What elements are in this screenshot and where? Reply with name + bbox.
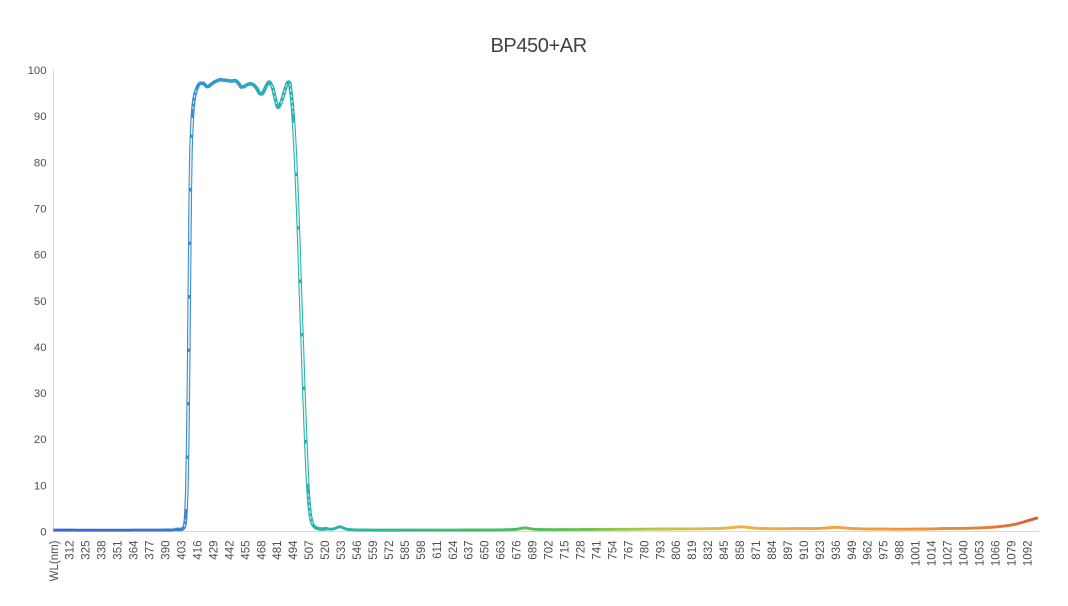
svg-text:403: 403 — [177, 541, 189, 560]
svg-text:429: 429 — [208, 541, 220, 560]
svg-text:1066: 1066 — [990, 541, 1002, 567]
svg-text:50: 50 — [34, 296, 47, 308]
svg-text:676: 676 — [512, 541, 524, 560]
svg-text:60: 60 — [34, 250, 47, 262]
svg-text:832: 832 — [703, 541, 715, 560]
svg-text:741: 741 — [591, 541, 603, 560]
svg-text:0: 0 — [40, 527, 46, 539]
svg-text:546: 546 — [352, 541, 364, 560]
svg-text:910: 910 — [799, 541, 811, 560]
svg-text:442: 442 — [224, 541, 236, 560]
svg-text:611: 611 — [432, 541, 444, 559]
svg-text:988: 988 — [895, 541, 907, 560]
svg-text:975: 975 — [879, 541, 891, 560]
svg-text:936: 936 — [831, 541, 843, 560]
svg-text:715: 715 — [560, 541, 572, 560]
svg-text:40: 40 — [34, 342, 47, 354]
svg-text:364: 364 — [129, 540, 141, 560]
svg-text:702: 702 — [544, 541, 556, 560]
svg-text:100: 100 — [28, 65, 47, 77]
svg-text:923: 923 — [815, 541, 827, 560]
svg-text:1040: 1040 — [959, 541, 971, 567]
svg-text:351: 351 — [113, 541, 125, 560]
svg-text:416: 416 — [192, 541, 204, 560]
svg-text:10: 10 — [34, 480, 47, 492]
svg-text:897: 897 — [783, 541, 795, 560]
svg-text:1092: 1092 — [1022, 541, 1034, 567]
svg-text:806: 806 — [671, 541, 683, 560]
svg-text:819: 819 — [687, 541, 699, 560]
svg-text:80: 80 — [34, 157, 47, 169]
svg-text:624: 624 — [448, 540, 460, 560]
svg-text:598: 598 — [416, 541, 428, 560]
svg-text:689: 689 — [528, 541, 540, 560]
svg-text:325: 325 — [81, 541, 93, 560]
svg-text:377: 377 — [145, 541, 157, 560]
svg-text:468: 468 — [256, 541, 268, 560]
svg-text:507: 507 — [304, 541, 316, 560]
svg-text:BP450+AR: BP450+AR — [490, 35, 586, 57]
svg-text:858: 858 — [735, 541, 747, 560]
svg-text:845: 845 — [719, 541, 731, 560]
svg-text:1027: 1027 — [943, 541, 955, 567]
svg-text:780: 780 — [639, 541, 651, 560]
svg-text:30: 30 — [34, 388, 47, 400]
svg-text:1053: 1053 — [975, 541, 987, 567]
svg-text:767: 767 — [623, 541, 635, 560]
svg-text:520: 520 — [320, 541, 332, 560]
svg-text:1001: 1001 — [911, 541, 923, 567]
svg-text:663: 663 — [496, 541, 508, 560]
svg-text:1079: 1079 — [1006, 541, 1018, 567]
svg-text:533: 533 — [336, 541, 348, 560]
svg-text:793: 793 — [655, 541, 667, 560]
svg-text:884: 884 — [767, 540, 779, 560]
svg-text:728: 728 — [576, 541, 588, 560]
svg-text:962: 962 — [863, 541, 875, 560]
svg-text:585: 585 — [400, 541, 412, 560]
svg-text:312: 312 — [65, 541, 77, 560]
svg-text:338: 338 — [97, 541, 109, 560]
svg-text:949: 949 — [847, 541, 859, 560]
svg-text:1014: 1014 — [927, 540, 939, 566]
svg-text:455: 455 — [240, 541, 252, 560]
svg-text:871: 871 — [751, 541, 763, 560]
svg-text:637: 637 — [464, 541, 476, 560]
svg-text:494: 494 — [288, 540, 300, 560]
svg-text:572: 572 — [384, 541, 396, 560]
svg-text:70: 70 — [34, 203, 47, 215]
svg-text:559: 559 — [368, 541, 380, 560]
svg-text:754: 754 — [607, 540, 619, 560]
svg-text:650: 650 — [480, 541, 492, 560]
svg-text:20: 20 — [34, 434, 47, 446]
svg-text:481: 481 — [272, 541, 284, 560]
svg-text:WL(nm): WL(nm) — [49, 540, 61, 581]
svg-text:90: 90 — [34, 111, 47, 123]
svg-text:390: 390 — [161, 541, 173, 560]
